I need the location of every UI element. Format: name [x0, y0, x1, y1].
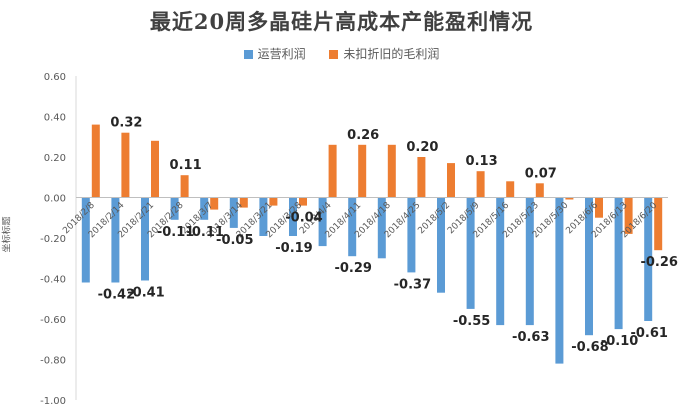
bar-operating-profit	[81, 197, 90, 283]
data-label-gross-profit: 0.20	[406, 140, 438, 155]
bar-operating-profit	[496, 197, 505, 326]
bar-gross-profit	[506, 181, 515, 198]
solarwit-logo-icon	[570, 384, 584, 398]
data-label-operating-profit: -0.10	[601, 334, 638, 349]
legend-swatch-operating-profit	[243, 50, 253, 59]
data-label-operating-profit: -0.05	[216, 233, 253, 248]
data-label-operating-profit: -0.63	[512, 330, 549, 345]
data-label-operating-profit: -0.11	[186, 225, 223, 240]
bar-operating-profit	[200, 197, 209, 220]
data-label-operating-profit: -0.42	[98, 288, 135, 303]
bar-gross-profit	[476, 171, 485, 198]
bar-gross-profit	[121, 132, 130, 198]
y-tick-label: 0.20	[44, 153, 66, 164]
data-label-operating-profit: -0.61	[630, 326, 667, 341]
data-label-gross-profit: -0.04	[285, 211, 322, 226]
data-label-gross-profit: 0.07	[525, 166, 557, 181]
chart-title: 最近20周多晶硅片高成本产能盈利情况	[149, 9, 534, 34]
watermark: SolarWit	[570, 383, 656, 399]
bar-gross-profit	[624, 197, 633, 234]
bar-operating-profit	[555, 197, 564, 364]
y-tick-label: 0.00	[44, 194, 66, 205]
bar-operating-profit	[318, 197, 327, 247]
bar-operating-profit	[437, 197, 445, 293]
y-tick-label: -0.40	[40, 275, 66, 286]
bar-gross-profit	[328, 144, 337, 198]
bar-gross-profit	[387, 144, 396, 198]
bar-gross-profit	[269, 197, 278, 206]
bar-gross-profit	[654, 197, 663, 251]
bar-operating-profit	[141, 197, 149, 281]
data-label-operating-profit: -0.41	[127, 286, 164, 301]
data-label-gross-profit: 0.13	[466, 154, 498, 169]
data-label-gross-profit: 0.26	[347, 128, 379, 143]
y-tick-label: 0.60	[44, 72, 66, 83]
bar-gross-profit	[447, 163, 455, 198]
bar-operating-profit	[170, 197, 179, 220]
y-tick-label: -0.60	[40, 315, 66, 326]
data-label-gross-profit: 0.11	[170, 158, 202, 173]
bar-operating-profit	[111, 197, 120, 283]
bar-gross-profit	[417, 157, 426, 198]
bar-operating-profit	[407, 197, 416, 273]
bar-operating-profit	[348, 197, 357, 257]
bar-operating-profit	[466, 197, 475, 309]
bar-operating-profit	[585, 197, 593, 336]
y-tick-label: 0.40	[44, 113, 66, 124]
bar-gross-profit	[595, 197, 603, 218]
legend-item-gross-profit: 未扣折旧的毛利润	[329, 45, 439, 62]
data-label-operating-profit: -0.29	[334, 261, 371, 276]
watermark-text: SolarWit	[588, 383, 656, 399]
bar-gross-profit	[239, 197, 248, 208]
data-label-operating-profit: -0.11	[157, 225, 194, 240]
data-label-operating-profit: -0.55	[453, 314, 490, 329]
y-tick-label: -1.00	[40, 396, 66, 407]
data-label-gross-profit: 0.32	[110, 116, 142, 131]
bar-gross-profit	[535, 183, 544, 198]
bar-gross-profit	[151, 140, 159, 198]
bar-gross-profit	[299, 197, 307, 206]
bar-operating-profit	[614, 197, 623, 330]
bar-operating-profit	[525, 197, 534, 326]
bar-operating-profit	[229, 197, 238, 228]
bar-gross-profit	[358, 144, 367, 198]
data-label-operating-profit: -0.68	[571, 340, 608, 355]
legend-swatch-gross-profit	[329, 50, 339, 59]
data-label-operating-profit: -0.19	[275, 241, 312, 256]
legend: 运营利润 未扣折旧的毛利润	[0, 45, 683, 62]
bar-gross-profit	[565, 197, 574, 200]
y-tick-label: -0.20	[40, 234, 66, 245]
legend-label-operating-profit: 运营利润	[257, 47, 306, 61]
legend-item-operating-profit: 运营利润	[243, 45, 306, 62]
bar-operating-profit	[377, 197, 386, 259]
bar-gross-profit	[91, 124, 100, 198]
data-label-operating-profit: -0.37	[394, 277, 431, 292]
bar-operating-profit	[289, 197, 297, 236]
bar-gross-profit	[210, 197, 219, 210]
bar-operating-profit	[259, 197, 268, 236]
bar-gross-profit	[180, 175, 189, 198]
y-tick-label: -0.80	[40, 356, 66, 367]
data-label-gross-profit: -0.26	[640, 255, 677, 270]
bar-operating-profit	[644, 197, 653, 321]
legend-label-gross-profit: 未扣折旧的毛利润	[343, 47, 440, 61]
